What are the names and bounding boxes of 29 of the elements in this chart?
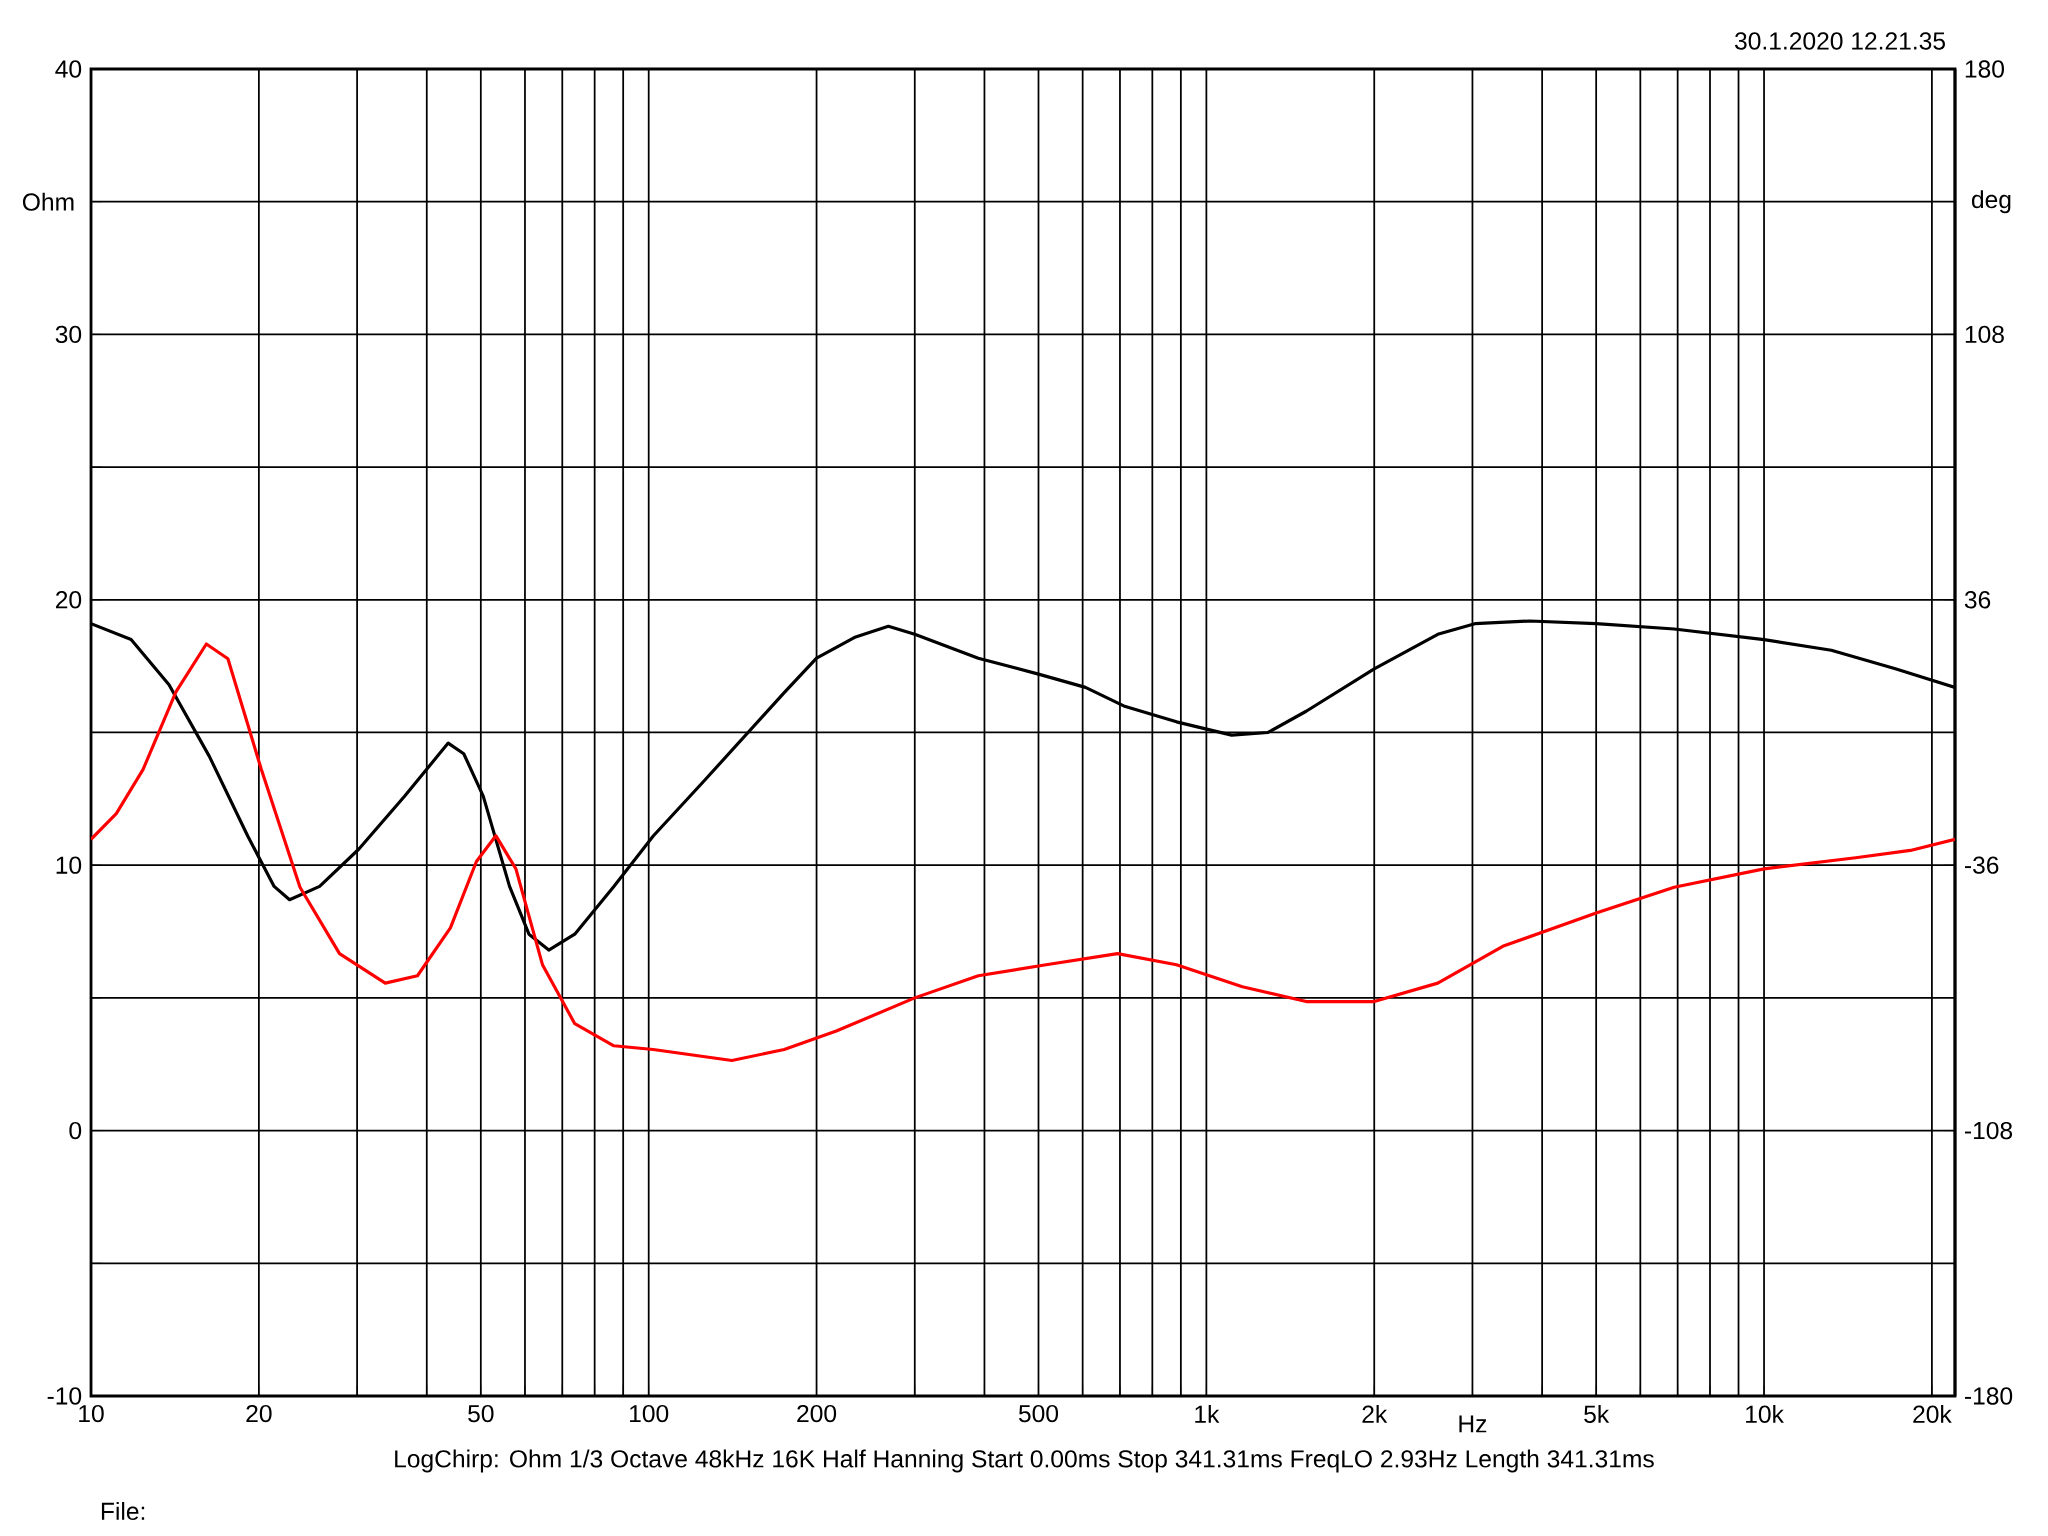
y2-tick-label: 180 xyxy=(1965,60,2004,78)
x-tick-label: 100 xyxy=(630,1404,669,1423)
x-tick-label: 20k xyxy=(1913,1404,1952,1423)
x-tick-label: 20 xyxy=(246,1404,272,1423)
x-tick-label: 5k xyxy=(1584,1404,1610,1423)
x-tick-label: 10k xyxy=(1746,1404,1784,1423)
y-axis-title: Ohm xyxy=(22,192,74,211)
x-tick-label: 1k xyxy=(1195,1404,1220,1423)
x-tick-label: 50 xyxy=(468,1404,494,1423)
y2-tick-label: 36 xyxy=(1964,591,1991,609)
y2-tick-label: -36 xyxy=(1965,856,1999,874)
x-tick-label: 500 xyxy=(1018,1404,1059,1423)
x-tick-label: 2k xyxy=(1362,1404,1388,1423)
y-tick-label: 20 xyxy=(55,591,82,609)
text: File: xyxy=(101,1501,145,1520)
y-tick-label: 30 xyxy=(55,325,82,344)
y-tick-label: -10 xyxy=(47,1387,82,1405)
y2-tick-label: -180 xyxy=(1965,1387,2013,1405)
text: 30.1.2020 12.21.35 xyxy=(1734,32,1945,50)
text: LogChirp: Ohm 1/3 Octave 48kHz 16K Half Hanning Start 0.00ms Stop 341.31ms FreqLO 2.93Hz Length 341.31ms xyxy=(395,1449,1654,1473)
y2-tick-label: 108 xyxy=(1965,325,2004,344)
x-axis-title: Hz xyxy=(1459,1415,1487,1433)
y-tick-label: 10 xyxy=(56,856,82,874)
y2-tick-label: -108 xyxy=(1965,1121,2013,1140)
y-tick-label: 40 xyxy=(55,60,82,78)
x-tick-label: 10 xyxy=(79,1404,104,1423)
y-tick-label: 0 xyxy=(69,1121,82,1140)
y2-axis-title: deg xyxy=(1971,190,2011,214)
x-tick-label: 200 xyxy=(797,1404,837,1423)
